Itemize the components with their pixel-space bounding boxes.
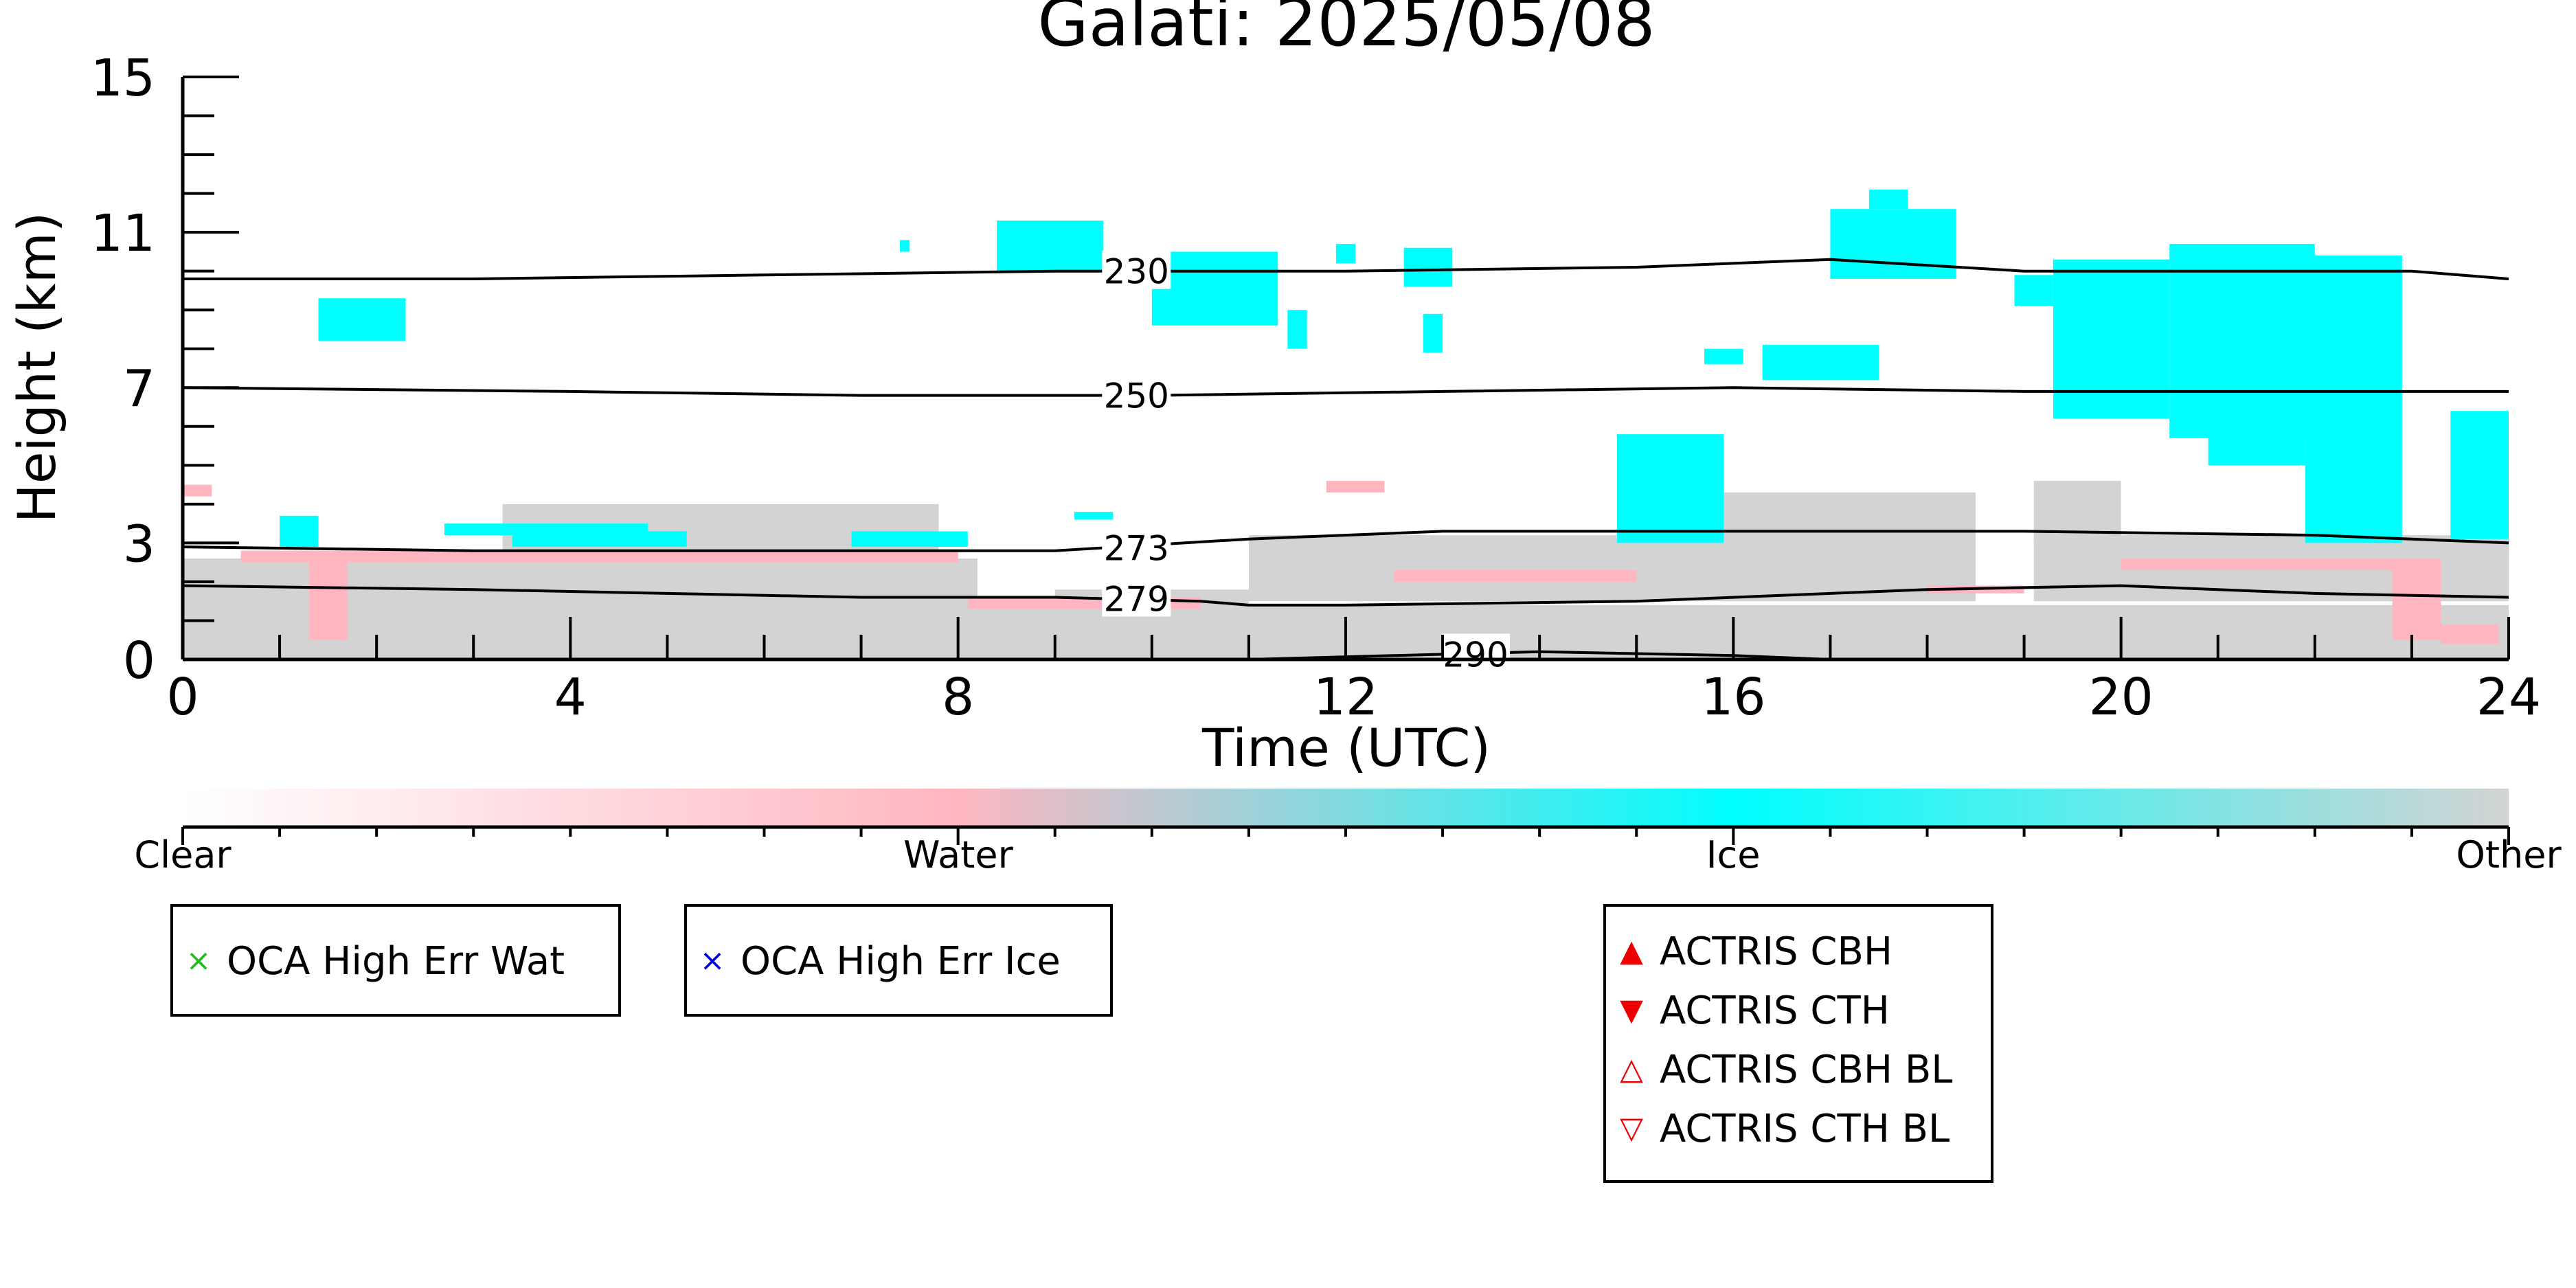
x-tick-label: 0 (166, 668, 199, 727)
contour-label-bg (1102, 250, 1171, 289)
cloud-region-water (240, 550, 958, 563)
colorbar-gradient (183, 789, 2509, 827)
x-tick-label: 20 (2089, 668, 2154, 727)
cloud-region-other (1248, 535, 1976, 602)
chart-title: Galati: 2025/05/08 (1037, 0, 1655, 61)
colorbar-label-other: Other (2456, 833, 2562, 877)
y-tick-label: 0 (123, 631, 155, 690)
temperature-contours: 230 250 273 279 290 (182, 250, 2509, 675)
y-tick-label: 15 (91, 49, 155, 108)
legend-label: ACTRIS CTH (1660, 988, 1890, 1033)
x-tick-label: 16 (1701, 668, 1765, 727)
cloud-region-ice (1151, 251, 1278, 326)
legend-label: OCA High Err Ice (741, 938, 1061, 984)
triangle-down-outline-icon: ▽ (1620, 1111, 1643, 1146)
cloud-mask-layer (183, 189, 2509, 659)
cloud-region-water (1394, 569, 1637, 582)
cloud-region-ice (512, 531, 687, 547)
cloud-region-ice (997, 221, 1104, 271)
cloud-region-water (2441, 624, 2499, 644)
legend-item: × OCA High Err Wat (183, 931, 618, 991)
contour-line-230 (183, 258, 2509, 280)
contour-line-250 (182, 386, 2509, 397)
cloud-region-ice (2169, 244, 2315, 438)
cloud-region-ice (1287, 310, 1307, 349)
cloud-region-ice (1762, 345, 1879, 380)
cloud-region-ice (1704, 348, 1743, 365)
x-tick-label: 4 (554, 668, 587, 727)
legend-item: ▲ ACTRIS CBH (1616, 922, 1991, 981)
cloud-region-ice (280, 515, 319, 547)
legend-label: ACTRIS CBH BL (1660, 1047, 1953, 1092)
cloud-region-water (2392, 558, 2441, 640)
x-tick-label: 12 (1313, 668, 1378, 727)
cloud-region-ice (1868, 189, 1908, 210)
contour-label-bg (1441, 633, 1511, 673)
legend-label: ACTRIS CBH (1660, 929, 1893, 974)
colorbar-label-water: Water (903, 833, 1013, 877)
cloud-region-ice (1074, 512, 1114, 520)
colorbar-label-clear: Clear (134, 833, 231, 877)
cloud-region-ice (2014, 275, 2053, 306)
cloud-region-ice (1335, 244, 1356, 264)
legend-item: ▽ ACTRIS CTH BL (1616, 1099, 1991, 1158)
contour-label-273: 273 (1104, 528, 1169, 568)
contour-line-273 (182, 530, 2509, 552)
cloud-region-ice (2053, 259, 2170, 419)
cross-icon: × (699, 943, 725, 978)
legend-oca-ice: × OCA High Err Ice (684, 904, 1113, 1017)
y-tick-label: 7 (123, 359, 155, 418)
legend-item: × OCA High Err Ice (697, 931, 1110, 991)
cross-icon: × (185, 943, 212, 978)
cloud-region-ice (2305, 256, 2402, 543)
y-axis-label: Height (km) (6, 212, 67, 523)
contour-label-bg (1102, 374, 1171, 414)
x-tick-label: 8 (942, 668, 974, 727)
cloud-region-ice (2450, 411, 2509, 539)
cloud-region-water (183, 484, 212, 497)
x-axis-label: Time (UTC) (1201, 717, 1491, 778)
contour-label-290: 290 (1443, 635, 1508, 675)
cloud-region-ice (851, 531, 968, 547)
legend-item: △ ACTRIS CBH BL (1616, 1040, 1991, 1099)
x-tick-label: 24 (2476, 668, 2541, 727)
cloud-region-water (308, 558, 348, 640)
contour-label-230: 230 (1104, 252, 1169, 292)
cloud-region-water (2121, 558, 2412, 570)
legend-oca-water: × OCA High Err Wat (170, 904, 621, 1017)
cloud-region-other (183, 558, 978, 609)
cloud-region-water (1326, 480, 1385, 493)
contour-label-bg (1102, 527, 1171, 566)
y-tick-label: 3 (123, 515, 155, 574)
legend-label: ACTRIS CTH BL (1660, 1106, 1950, 1151)
triangle-up-outline-icon: △ (1620, 1052, 1643, 1087)
cloud-region-ice (1403, 247, 1453, 287)
cloud-region-ice (1617, 434, 1724, 543)
cloud-region-ice (1830, 209, 1956, 279)
legend-item: ▼ ACTRIS CTH (1616, 981, 1991, 1040)
contour-label-bg (1102, 578, 1171, 617)
triangle-up-icon: ▲ (1620, 934, 1643, 969)
y-tick-label: 11 (91, 204, 155, 263)
axes: 0 4 8 12 16 20 24 0 3 7 11 15 (91, 49, 2541, 727)
contour-line-279 (182, 584, 2509, 607)
legend-label: OCA High Err Wat (227, 938, 565, 984)
colorbar-label-ice: Ice (1706, 833, 1761, 877)
legend-actris: ▲ ACTRIS CBH ▼ ACTRIS CTH △ ACTRIS CBH B… (1603, 904, 1993, 1183)
contour-label-279: 279 (1104, 579, 1169, 619)
colorbar-ticks (181, 825, 2510, 845)
triangle-down-icon: ▼ (1620, 993, 1643, 1028)
cloud-region-ice (2208, 414, 2305, 466)
cloud-region-ice (1423, 313, 1443, 353)
cloud-region-ice (318, 298, 406, 341)
contour-label-250: 250 (1104, 376, 1169, 416)
cloud-region-ice (900, 240, 910, 252)
